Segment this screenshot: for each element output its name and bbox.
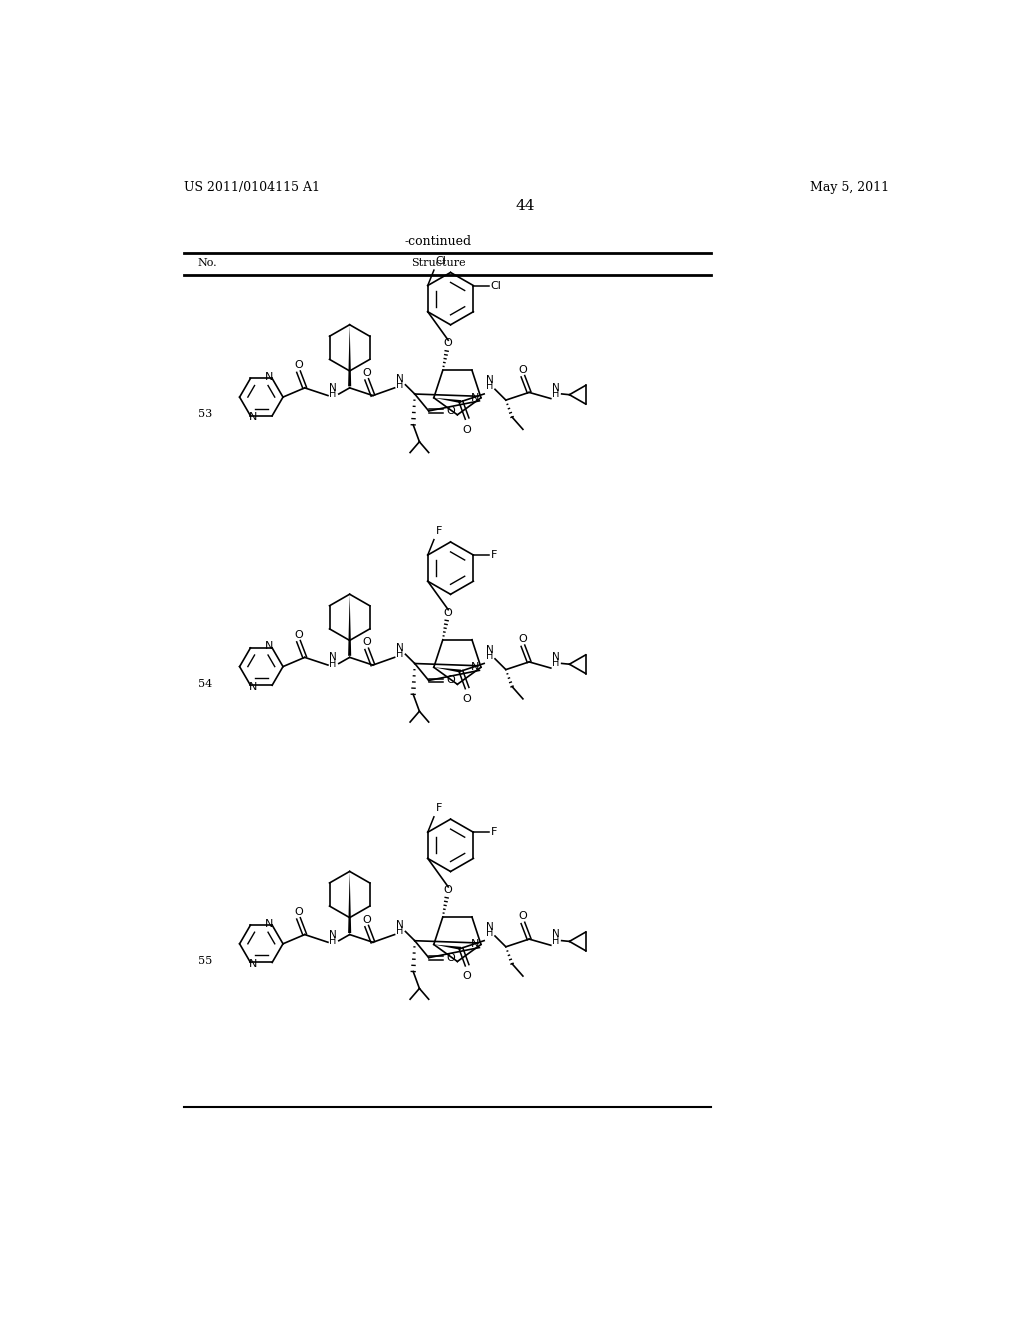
Text: F: F: [490, 550, 497, 560]
Text: N: N: [485, 644, 494, 655]
Text: US 2011/0104115 A1: US 2011/0104115 A1: [183, 181, 319, 194]
Text: O: O: [362, 368, 371, 378]
Text: O: O: [362, 638, 371, 647]
Polygon shape: [348, 871, 351, 933]
Polygon shape: [348, 594, 351, 656]
Text: H: H: [396, 649, 403, 659]
Text: N: N: [396, 374, 403, 384]
Text: N: N: [471, 393, 479, 403]
Text: No.: No.: [198, 259, 217, 268]
Text: N: N: [250, 682, 258, 692]
Text: H: H: [396, 380, 403, 389]
Text: H: H: [552, 659, 560, 668]
Text: N: N: [330, 652, 337, 663]
Text: N: N: [396, 920, 403, 931]
Text: H: H: [485, 928, 494, 939]
Text: O: O: [294, 360, 303, 370]
Text: O: O: [294, 907, 303, 917]
Text: O: O: [446, 407, 456, 416]
Text: Cl: Cl: [435, 256, 446, 267]
Text: H: H: [330, 389, 337, 399]
Text: O: O: [518, 634, 527, 644]
Text: F: F: [435, 525, 441, 536]
Text: N: N: [552, 929, 560, 940]
Text: F: F: [435, 803, 441, 813]
Text: O: O: [446, 676, 456, 685]
Text: 54: 54: [198, 678, 212, 689]
Text: N: N: [485, 921, 494, 932]
Text: H: H: [396, 927, 403, 936]
Text: O: O: [463, 972, 471, 982]
Text: N: N: [265, 642, 273, 651]
Text: N: N: [552, 652, 560, 663]
Polygon shape: [348, 325, 351, 387]
Text: O: O: [443, 607, 453, 618]
Text: O: O: [443, 338, 453, 348]
Text: O: O: [518, 364, 527, 375]
Text: O: O: [443, 884, 453, 895]
Text: N: N: [330, 383, 337, 393]
Text: -continued: -continued: [404, 235, 472, 248]
Text: O: O: [463, 694, 471, 705]
Text: N: N: [330, 929, 337, 940]
Polygon shape: [434, 397, 461, 403]
Text: H: H: [552, 389, 560, 399]
Text: O: O: [518, 911, 527, 921]
Text: 55: 55: [198, 956, 212, 966]
Text: H: H: [552, 936, 560, 945]
Text: 44: 44: [515, 199, 535, 213]
Text: N: N: [471, 940, 479, 949]
Text: May 5, 2011: May 5, 2011: [810, 181, 889, 194]
Text: H: H: [330, 659, 337, 668]
Text: N: N: [552, 383, 560, 393]
Text: O: O: [294, 630, 303, 640]
Text: H: H: [485, 651, 494, 661]
Text: N: N: [265, 372, 273, 381]
Text: N: N: [396, 643, 403, 653]
Text: N: N: [265, 919, 273, 928]
Text: 53: 53: [198, 409, 212, 418]
Text: H: H: [330, 936, 337, 945]
Polygon shape: [434, 945, 461, 950]
Text: O: O: [463, 425, 471, 434]
Text: H: H: [485, 381, 494, 391]
Polygon shape: [434, 668, 461, 673]
Text: N: N: [485, 375, 494, 385]
Text: F: F: [490, 828, 497, 837]
Text: O: O: [362, 915, 371, 924]
Text: Structure: Structure: [411, 259, 465, 268]
Text: O: O: [446, 953, 456, 962]
Text: Cl: Cl: [490, 281, 502, 290]
Text: N: N: [471, 663, 479, 672]
Text: N: N: [250, 960, 258, 969]
Text: N: N: [250, 412, 258, 422]
